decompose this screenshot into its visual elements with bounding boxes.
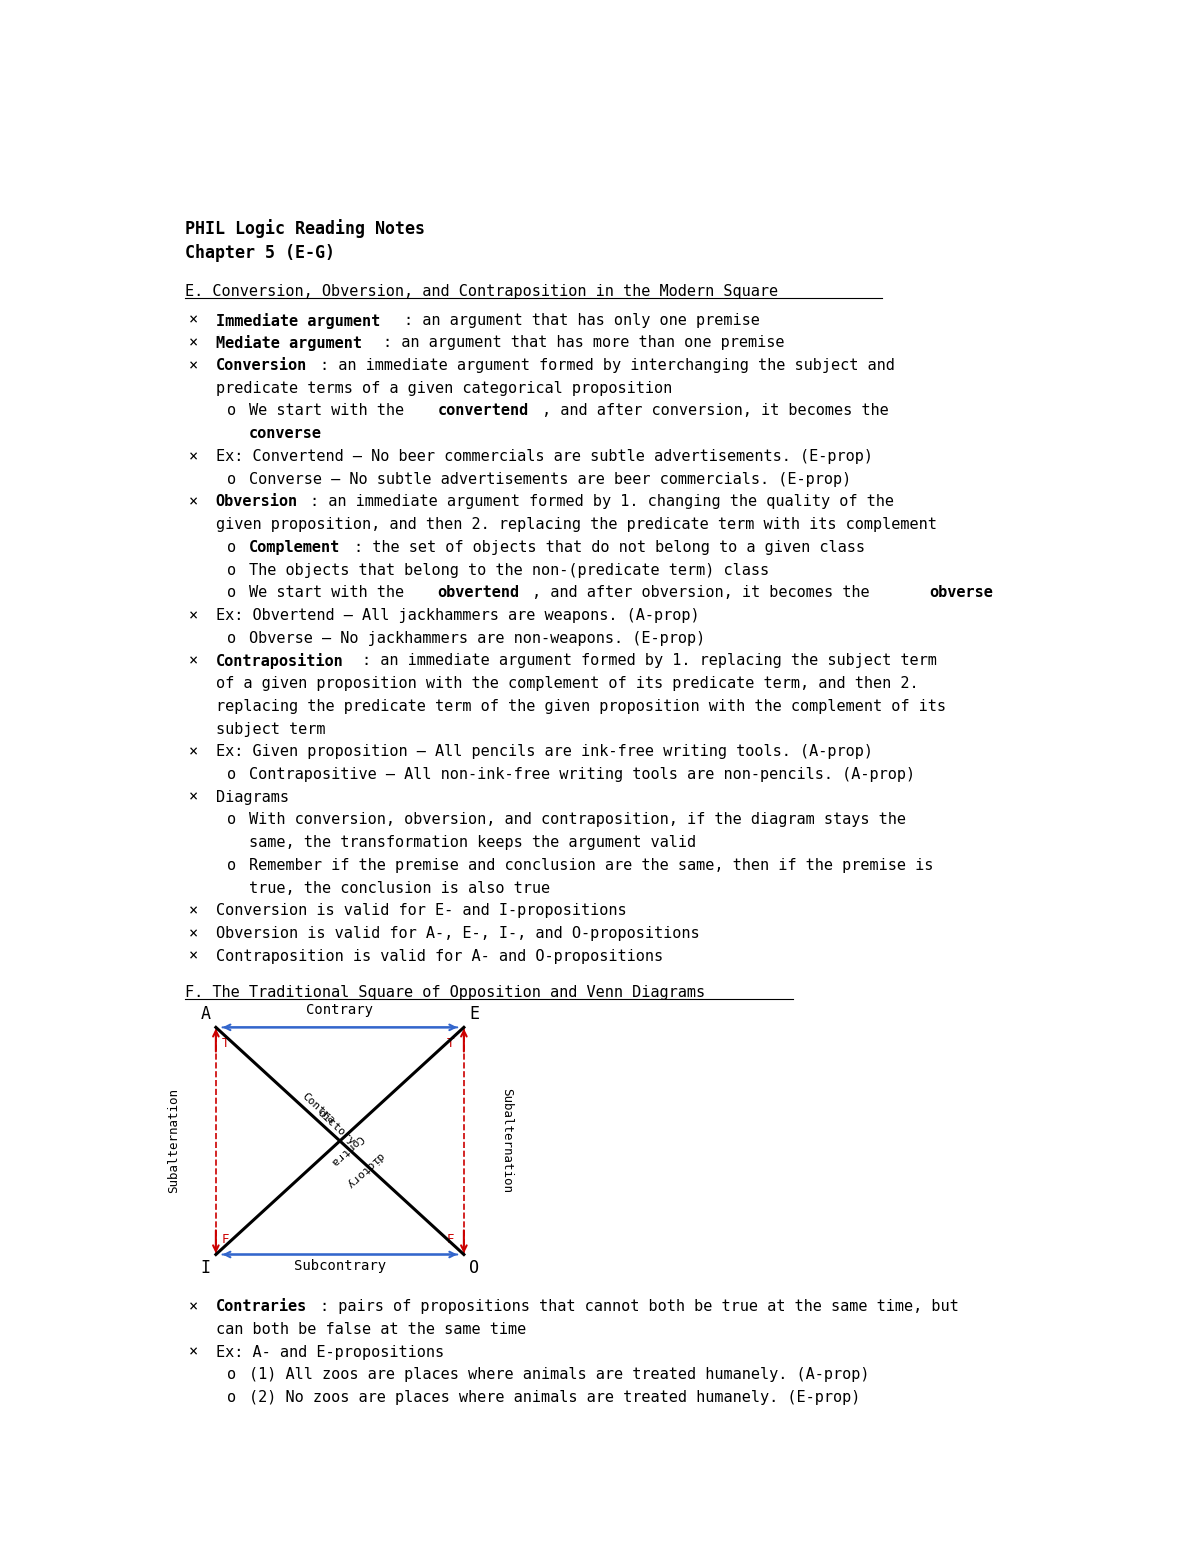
Text: With conversion, obversion, and contraposition, if the diagram stays the: With conversion, obversion, and contrapo… (250, 812, 906, 828)
Text: A: A (200, 1005, 210, 1023)
Text: F. The Traditional Square of Opposition and Venn Diagrams: F. The Traditional Square of Opposition … (185, 985, 706, 1000)
Text: T: T (446, 1036, 455, 1050)
Text: We start with the: We start with the (250, 585, 414, 599)
Text: true, the conclusion is also true: true, the conclusion is also true (250, 881, 551, 896)
Text: , and after obversion, it becomes the: , and after obversion, it becomes the (532, 585, 878, 599)
Text: F: F (221, 1233, 229, 1246)
Text: Contraposition: Contraposition (216, 654, 343, 669)
Text: Ex: Given proposition – All pencils are ink-free writing tools. (A-prop): Ex: Given proposition – All pencils are … (216, 744, 872, 759)
Text: dictory: dictory (344, 1151, 385, 1190)
Text: , and after conversion, it becomes the: , and after conversion, it becomes the (542, 404, 889, 418)
Text: Conversion is valid for E- and I-propositions: Conversion is valid for E- and I-proposi… (216, 904, 626, 918)
Text: Ex: A- and E-propositions: Ex: A- and E-propositions (216, 1345, 444, 1359)
Text: o: o (228, 631, 236, 646)
Text: subject term: subject term (216, 722, 325, 736)
Text: Complement: Complement (250, 540, 341, 554)
Text: ×: × (188, 1345, 198, 1359)
Text: E: E (469, 1005, 479, 1023)
Text: Conversion: Conversion (216, 359, 307, 373)
Text: Subalternation: Subalternation (167, 1089, 180, 1193)
Text: Subalternation: Subalternation (500, 1089, 514, 1193)
Text: PHIL Logic Reading Notes: PHIL Logic Reading Notes (185, 219, 425, 239)
Text: : an argument that has only one premise: : an argument that has only one premise (404, 312, 760, 328)
Text: E. Conversion, Obversion, and Contraposition in the Modern Square: E. Conversion, Obversion, and Contraposi… (185, 284, 778, 300)
Text: ×: × (188, 654, 198, 668)
Text: Obversion is valid for A-, E-, I-, and O-propositions: Obversion is valid for A-, E-, I-, and O… (216, 926, 700, 941)
Text: obvertend: obvertend (438, 585, 520, 599)
Text: given proposition, and then 2. replacing the predicate term with its complement: given proposition, and then 2. replacing… (216, 517, 937, 533)
Text: ×: × (188, 335, 198, 351)
Text: : an immediate argument formed by 1. replacing the subject term: : an immediate argument formed by 1. rep… (362, 654, 937, 668)
Text: o: o (228, 585, 236, 599)
Text: ×: × (188, 789, 198, 804)
Text: can both be false at the same time: can both be false at the same time (216, 1322, 526, 1337)
Text: ×: × (188, 312, 198, 328)
Text: ×: × (188, 1300, 198, 1314)
Text: o: o (228, 767, 236, 783)
Text: Contra: Contra (300, 1092, 336, 1126)
Text: Contraposition is valid for A- and O-propositions: Contraposition is valid for A- and O-pro… (216, 949, 662, 964)
Text: ×: × (188, 926, 198, 941)
Text: : an immediate argument formed by interchanging the subject and: : an immediate argument formed by interc… (320, 359, 895, 373)
Text: : an immediate argument formed by 1. changing the quality of the: : an immediate argument formed by 1. cha… (310, 494, 894, 509)
Text: o: o (228, 1390, 236, 1405)
Text: Contrary: Contrary (306, 1003, 373, 1017)
Text: : the set of objects that do not belong to a given class: : the set of objects that do not belong … (354, 540, 865, 554)
Text: F: F (446, 1233, 455, 1246)
Text: o: o (228, 472, 236, 486)
Text: predicate terms of a given categorical proposition: predicate terms of a given categorical p… (216, 380, 672, 396)
Text: ×: × (188, 494, 198, 509)
Text: (1) All zoos are places where animals are treated humanely. (A-prop): (1) All zoos are places where animals ar… (250, 1367, 870, 1382)
Text: We start with the: We start with the (250, 404, 414, 418)
Text: Contra: Contra (328, 1132, 365, 1168)
Text: Diagrams: Diagrams (216, 789, 289, 804)
Text: T: T (221, 1036, 229, 1050)
Text: The objects that belong to the non-(predicate term) class: The objects that belong to the non-(pred… (250, 562, 769, 578)
Text: Mediate argument: Mediate argument (216, 335, 362, 351)
Text: converse: converse (250, 426, 322, 441)
Text: convertend: convertend (438, 404, 529, 418)
Text: : pairs of propositions that cannot both be true at the same time, but: : pairs of propositions that cannot both… (320, 1300, 959, 1314)
Text: ×: × (188, 359, 198, 373)
Text: Remember if the premise and conclusion are the same, then if the premise is: Remember if the premise and conclusion a… (250, 857, 934, 873)
Text: Immediate argument: Immediate argument (216, 312, 380, 329)
Text: Contraries: Contraries (216, 1300, 307, 1314)
Text: o: o (228, 540, 236, 554)
Text: Subcontrary: Subcontrary (294, 1259, 386, 1273)
Text: : an argument that has more than one premise: : an argument that has more than one pre… (383, 335, 785, 351)
Text: Ex: Convertend – No beer commercials are subtle advertisements. (E-prop): Ex: Convertend – No beer commercials are… (216, 449, 872, 464)
Text: Ex: Obvertend – All jackhammers are weapons. (A-prop): Ex: Obvertend – All jackhammers are weap… (216, 607, 700, 623)
Text: Obversion: Obversion (216, 494, 298, 509)
Text: ×: × (188, 949, 198, 964)
Text: ×: × (188, 607, 198, 623)
Text: Converse – No subtle advertisements are beer commercials. (E-prop): Converse – No subtle advertisements are … (250, 472, 852, 486)
Text: o: o (228, 1367, 236, 1382)
Text: o: o (228, 404, 236, 418)
Text: o: o (228, 857, 236, 873)
Text: dictory: dictory (316, 1107, 356, 1146)
Text: o: o (228, 812, 236, 828)
Text: Chapter 5 (E-G): Chapter 5 (E-G) (185, 244, 335, 262)
Text: ×: × (188, 904, 198, 918)
Text: Obverse – No jackhammers are non-weapons. (E-prop): Obverse – No jackhammers are non-weapons… (250, 631, 706, 646)
Text: o: o (228, 562, 236, 578)
Text: I: I (200, 1259, 210, 1277)
Text: O: O (469, 1259, 479, 1277)
Text: Contrapositive – All non-ink-free writing tools are non-pencils. (A-prop): Contrapositive – All non-ink-free writin… (250, 767, 916, 783)
Text: ×: × (188, 449, 198, 464)
Text: of a given proposition with the complement of its predicate term, and then 2.: of a given proposition with the compleme… (216, 676, 918, 691)
Text: replacing the predicate term of the given proposition with the complement of its: replacing the predicate term of the give… (216, 699, 946, 714)
Text: obverse: obverse (929, 585, 994, 599)
Text: (2) No zoos are places where animals are treated humanely. (E-prop): (2) No zoos are places where animals are… (250, 1390, 860, 1405)
Text: ×: × (188, 744, 198, 759)
Text: same, the transformation keeps the argument valid: same, the transformation keeps the argum… (250, 836, 696, 849)
